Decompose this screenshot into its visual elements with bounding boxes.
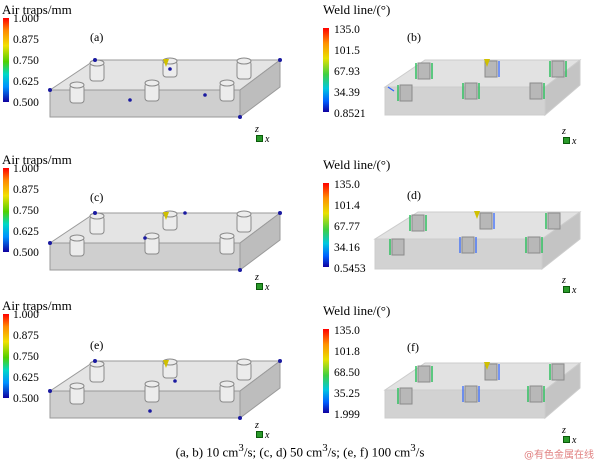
- panel-e: Air traps/mm 1.000 0.875 0.750 0.625 0.5…: [0, 296, 300, 444]
- colorbar-tick: 0.875: [13, 184, 39, 196]
- axis-cube-icon: [256, 135, 263, 142]
- weld-line-title: Weld line/(°): [323, 2, 391, 17]
- colorbar-tick: 0.875: [13, 330, 39, 342]
- colorbar-tick: 0.625: [13, 372, 39, 384]
- colorbar-tick: 34.16: [334, 242, 360, 254]
- colorbar-tick: 1.000: [13, 13, 39, 25]
- caption-text: (a, b) 10 cm: [175, 444, 239, 460]
- axis-triad: z x: [253, 124, 277, 146]
- colorbar-tick: 135.0: [334, 325, 360, 337]
- axis-cube-icon: [563, 286, 570, 293]
- colorbar-tick: 0.500: [13, 247, 39, 259]
- axis-x-label: x: [572, 285, 577, 296]
- colorbar-tick: 0.625: [13, 76, 39, 88]
- colorbar-tick: 0.500: [13, 393, 39, 405]
- axis-cube-icon: [563, 137, 570, 144]
- axis-z-label: z: [255, 272, 259, 283]
- panel-label: (b): [407, 30, 421, 44]
- colorbar-tick: 1.000: [13, 163, 39, 175]
- axis-z-label: z: [255, 124, 259, 135]
- colorbar-tick: 1.999: [334, 409, 360, 421]
- colorbar-tick: 67.93: [334, 66, 360, 78]
- air-traps-colorbar: [3, 314, 9, 398]
- axis-triad: z x: [253, 272, 277, 294]
- colorbar-tick: 0.8521: [334, 108, 366, 120]
- colorbar-tick: 0.750: [13, 205, 39, 217]
- mold-slab-render: [48, 358, 282, 420]
- weld-line-colorbar: [323, 28, 329, 112]
- colorbar-tick: 0.750: [13, 351, 39, 363]
- caption-sup: 3: [410, 442, 416, 454]
- weld-line-colorbar: [323, 329, 329, 413]
- panel-label: (f): [407, 340, 419, 354]
- caption-text: /s: [415, 444, 425, 460]
- air-traps-colorbar: [3, 168, 9, 252]
- axis-x-label: x: [572, 435, 577, 446]
- axis-cube-icon: [256, 431, 263, 438]
- weld-line-title: Weld line/(°): [323, 157, 391, 172]
- air-traps-colorbar: [3, 18, 9, 102]
- axis-triad: z x: [560, 126, 584, 148]
- axis-triad: z x: [560, 275, 584, 297]
- mold-slab-render: [373, 211, 582, 271]
- colorbar-tick: 0.500: [13, 97, 39, 109]
- colorbar-tick: 135.0: [334, 179, 360, 191]
- colorbar-tick: 0.625: [13, 226, 39, 238]
- axis-x-label: x: [265, 430, 270, 441]
- axis-x-label: x: [572, 136, 577, 147]
- axis-triad: z x: [560, 425, 584, 447]
- axis-triad: z x: [253, 420, 277, 442]
- caption-text: /s; (c, d) 50 cm: [243, 444, 323, 460]
- air-traps-title: Air traps/mm: [2, 152, 72, 167]
- air-traps-title: Air traps/mm: [2, 2, 72, 17]
- axis-cube-icon: [256, 283, 263, 290]
- caption-text: /s; (e, f) 100 cm: [327, 444, 411, 460]
- caption-sup: 3: [322, 442, 328, 454]
- axis-z-label: z: [255, 420, 259, 431]
- axis-cube-icon: [563, 436, 570, 443]
- colorbar-tick: 0.875: [13, 34, 39, 46]
- panel-d: Weld line/(°) 135.0 101.4 67.77 34.16 0.…: [285, 155, 585, 303]
- mold-slab-render: [48, 57, 282, 119]
- axis-x-label: x: [265, 282, 270, 293]
- colorbar-tick: 1.000: [13, 309, 39, 321]
- mold-slab-render: [383, 361, 582, 420]
- axis-z-label: z: [562, 275, 566, 286]
- colorbar-tick: 0.5453: [334, 263, 366, 275]
- panel-a: Air traps/mm 1.000 0.875 0.750 0.625 0.5…: [0, 0, 300, 148]
- panel-f: Weld line/(°) 135.0 101.8 68.50 35.25 1.…: [285, 301, 585, 449]
- panel-label: (a): [90, 30, 104, 44]
- mold-slab-render: [383, 58, 582, 117]
- colorbar-tick: 101.8: [334, 346, 360, 358]
- colorbar-tick: 67.77: [334, 221, 360, 233]
- colorbar-tick: 101.4: [334, 200, 360, 212]
- panel-label: (e): [90, 338, 104, 352]
- figure-caption: (a, b) 10 cm3/s; (c, d) 50 cm3/s; (e, f)…: [0, 442, 600, 460]
- panel-b: Weld line/(°) 135.0 101.5 67.93 34.39 0.…: [285, 0, 585, 148]
- colorbar-tick: 34.39: [334, 87, 360, 99]
- axis-x-label: x: [265, 134, 270, 145]
- colorbar-tick: 0.750: [13, 55, 39, 67]
- weld-line-title: Weld line/(°): [323, 303, 391, 318]
- colorbar-tick: 101.5: [334, 45, 360, 57]
- mold-slab-render: [48, 210, 282, 272]
- colorbar-tick: 35.25: [334, 388, 360, 400]
- colorbar-tick: 135.0: [334, 24, 360, 36]
- watermark: @有色金属在线: [524, 450, 594, 461]
- panel-c: Air traps/mm 1.000 0.875 0.750 0.625 0.5…: [0, 150, 300, 298]
- axis-z-label: z: [562, 126, 566, 137]
- colorbar-tick: 68.50: [334, 367, 360, 379]
- axis-z-label: z: [562, 425, 566, 436]
- air-traps-title: Air traps/mm: [2, 298, 72, 313]
- panel-label: (d): [407, 188, 421, 202]
- panel-label: (c): [90, 190, 104, 204]
- caption-sup: 3: [238, 442, 244, 454]
- weld-line-colorbar: [323, 183, 329, 267]
